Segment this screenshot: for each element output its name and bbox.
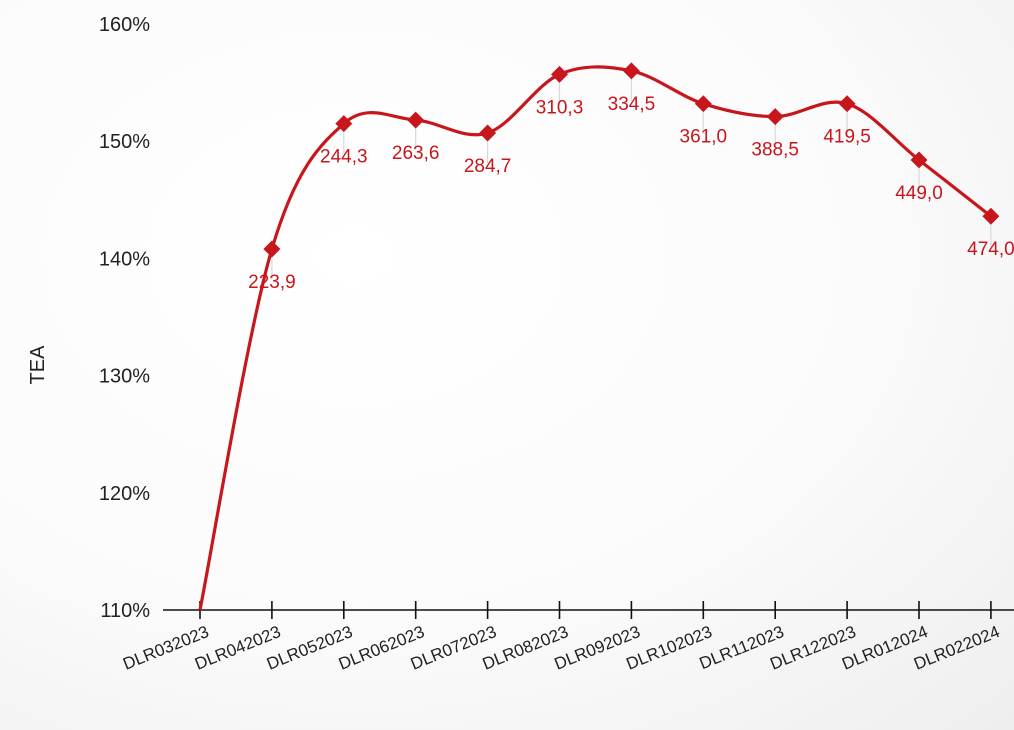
data-markers — [263, 62, 1000, 258]
data-label: 361,0 — [680, 127, 728, 148]
data-label: 334,5 — [608, 94, 656, 115]
y-axis-title: TEA — [27, 345, 49, 385]
label-guide-lines — [271, 78, 992, 280]
data-point-marker — [766, 108, 784, 126]
data-point-marker — [694, 95, 712, 113]
data-point-marker — [407, 111, 425, 129]
data-point-marker — [479, 124, 497, 142]
data-point-marker — [551, 65, 568, 83]
y-tick-label: 150% — [99, 131, 150, 153]
x-axis: DLR032023DLR042023DLR052023DLR062023DLR0… — [120, 601, 1014, 674]
data-label: 263,6 — [392, 143, 440, 164]
data-label: 419,5 — [823, 127, 871, 148]
y-tick-label: 130% — [99, 366, 150, 388]
data-labels: 223,9 244,3 263,6 284,7 310,3 334,5 361,0 388,5… — [248, 94, 1014, 293]
data-label: 284,7 — [464, 156, 512, 177]
data-label: 474,0 — [967, 239, 1014, 260]
y-axis-labels: 110% 120% 130% 140% 150% 160% — [99, 14, 150, 622]
data-label: 449,0 — [895, 183, 943, 204]
y-tick-label: 110% — [100, 600, 150, 622]
y-tick-label: 140% — [99, 248, 150, 270]
y-tick-label: 160% — [99, 14, 150, 36]
data-label: 310,3 — [536, 97, 584, 118]
data-label: 388,5 — [751, 140, 799, 161]
data-point-marker — [982, 207, 1000, 225]
data-point-marker — [838, 95, 856, 113]
series-line — [198, 65, 992, 611]
data-point-marker — [910, 151, 928, 169]
data-point-marker — [622, 62, 640, 80]
y-tick-label: 120% — [99, 483, 150, 505]
data-point-marker — [263, 240, 281, 258]
data-label: 244,3 — [320, 147, 368, 168]
data-label: 223,9 — [248, 272, 296, 293]
